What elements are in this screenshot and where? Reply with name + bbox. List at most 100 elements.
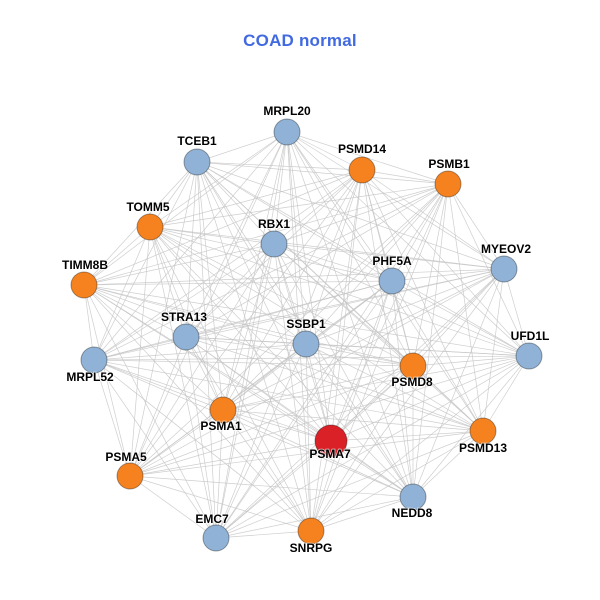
edge-PSMA1-NEDD8 [222,409,414,498]
edge-UFD1L-PSMD13 [482,355,530,432]
edge-TOMM5-PSMA7 [149,226,332,442]
node-label-SSBP1: SSBP1 [286,317,326,331]
edge-MYEOV2-PSMA1 [222,268,505,411]
node-NEDD8 [399,483,427,511]
edge-PSMA1-PSMA7 [222,409,332,442]
node-PSMA5 [116,462,144,490]
edge-TCEB1-PSMA1 [196,161,224,411]
edge-MRPL20-MRPL52 [93,131,288,361]
edge-TCEB1-STRA13 [185,161,198,338]
edge-MRPL20-NEDD8 [286,131,414,498]
edge-SSBP1-PSMD8 [305,343,414,367]
edge-PSMB1-PSMD8 [412,183,449,367]
edge-RBX1-PSMA1 [222,243,275,411]
edge-SSBP1-SNRPG [305,343,312,532]
edge-SSBP1-EMC7 [215,343,307,539]
edge-MYEOV2-PSMD8 [412,268,505,367]
edge-MRPL52-PSMA1 [93,359,224,411]
edge-UFD1L-MRPL52 [93,355,530,361]
edge-PSMA7-NEDD8 [330,440,414,498]
node-label-PHF5A: PHF5A [372,254,412,268]
edge-MRPL20-PSMD14 [286,131,363,171]
edge-PSMD14-PSMD13 [361,169,484,432]
node-label-PSMD14: PSMD14 [338,142,386,156]
edge-SSBP1-MRPL52 [93,343,307,361]
edge-RBX1-MYEOV2 [273,243,505,270]
node-RBX1 [260,230,288,258]
edge-MYEOV2-TIMM8B [83,268,505,286]
node-label-PSMA5: PSMA5 [105,450,147,464]
edge-MRPL20-PSMD8 [286,131,414,367]
edge-TOMM5-SSBP1 [149,226,307,345]
node-PSMD13 [469,417,497,445]
edge-PSMD14-UFD1L [361,169,530,357]
edge-STRA13-PSMA1 [185,336,224,411]
edge-PSMB1-STRA13 [185,183,449,338]
node-label-MRPL52: MRPL52 [66,370,114,384]
edge-RBX1-UFD1L [273,243,530,357]
edge-MRPL52-PSMA7 [93,359,332,442]
node-EMC7 [202,524,230,552]
edge-PSMB1-PSMA5 [129,183,449,477]
edge-RBX1-MRPL52 [93,243,275,361]
edge-MRPL20-TCEB1 [196,131,288,163]
edge-STRA13-EMC7 [185,336,217,539]
edge-PHF5A-MRPL52 [93,280,393,361]
edge-TCEB1-PHF5A [196,161,393,282]
edge-MRPL20-MYEOV2 [286,131,505,270]
edge-TCEB1-SSBP1 [196,161,307,345]
edge-TOMM5-EMC7 [149,226,217,539]
edge-TCEB1-MRPL52 [93,161,198,361]
edge-PSMB1-PSMA1 [222,183,449,411]
edge-PSMA5-NEDD8 [129,475,414,498]
node-label-TOMM5: TOMM5 [126,200,169,214]
edge-MRPL52-PSMA5 [93,359,131,477]
edge-SSBP1-PSMA1 [222,343,307,411]
edge-PSMD8-PSMA7 [330,365,414,442]
edge-MRPL52-SNRPG [93,359,312,532]
edge-PSMB1-TOMM5 [149,183,449,228]
edge-PSMB1-UFD1L [447,183,530,357]
node-PSMD8 [399,352,427,380]
edge-PSMD8-PSMD13 [412,365,484,432]
edge-MYEOV2-UFD1L [503,268,530,357]
node-TCEB1 [183,148,211,176]
node-MYEOV2 [490,255,518,283]
node-label-MYEOV2: MYEOV2 [481,242,531,256]
node-label-MRPL20: MRPL20 [263,104,311,118]
edge-PHF5A-PSMD8 [391,280,414,367]
edge-MRPL20-PSMA1 [222,131,288,411]
edge-SSBP1-NEDD8 [305,343,414,498]
edge-TCEB1-PSMB1 [196,161,449,185]
edge-PSMB1-MRPL52 [93,183,449,361]
edge-NEDD8-SNRPG [310,496,414,532]
node-label-PSMD8: PSMD8 [391,375,433,389]
edge-EMC7-SNRPG [215,530,312,539]
edge-TCEB1-TOMM5 [149,161,198,228]
edge-STRA13-MRPL52 [93,336,187,361]
edge-TOMM5-MYEOV2 [149,226,505,270]
edge-MYEOV2-SSBP1 [305,268,505,345]
edge-MRPL52-EMC7 [93,359,217,539]
node-label-NEDD8: NEDD8 [392,506,433,520]
node-label-PSMD13: PSMD13 [459,441,507,455]
node-UFD1L [515,342,543,370]
node-label-UFD1L: UFD1L [511,329,550,343]
edge-UFD1L-PSMD8 [412,355,530,367]
edge-PSMA7-EMC7 [215,440,332,539]
edge-MRPL20-SSBP1 [286,131,307,345]
node-label-TIMM8B: TIMM8B [62,258,108,272]
edge-MRPL52-PSMD8 [93,359,414,367]
edge-PSMD8-PSMA1 [222,365,414,411]
node-PSMA1 [209,396,237,424]
edge-TOMM5-PSMA1 [149,226,224,411]
edge-MYEOV2-NEDD8 [412,268,505,498]
edge-UFD1L-PSMA7 [330,355,530,442]
edge-MYEOV2-MRPL52 [93,268,505,361]
edge-RBX1-SSBP1 [273,243,307,345]
edge-MRPL20-UFD1L [286,131,530,357]
edge-TIMM8B-UFD1L [83,284,530,357]
edge-TCEB1-MYEOV2 [196,161,505,270]
node-MRPL20 [273,118,301,146]
